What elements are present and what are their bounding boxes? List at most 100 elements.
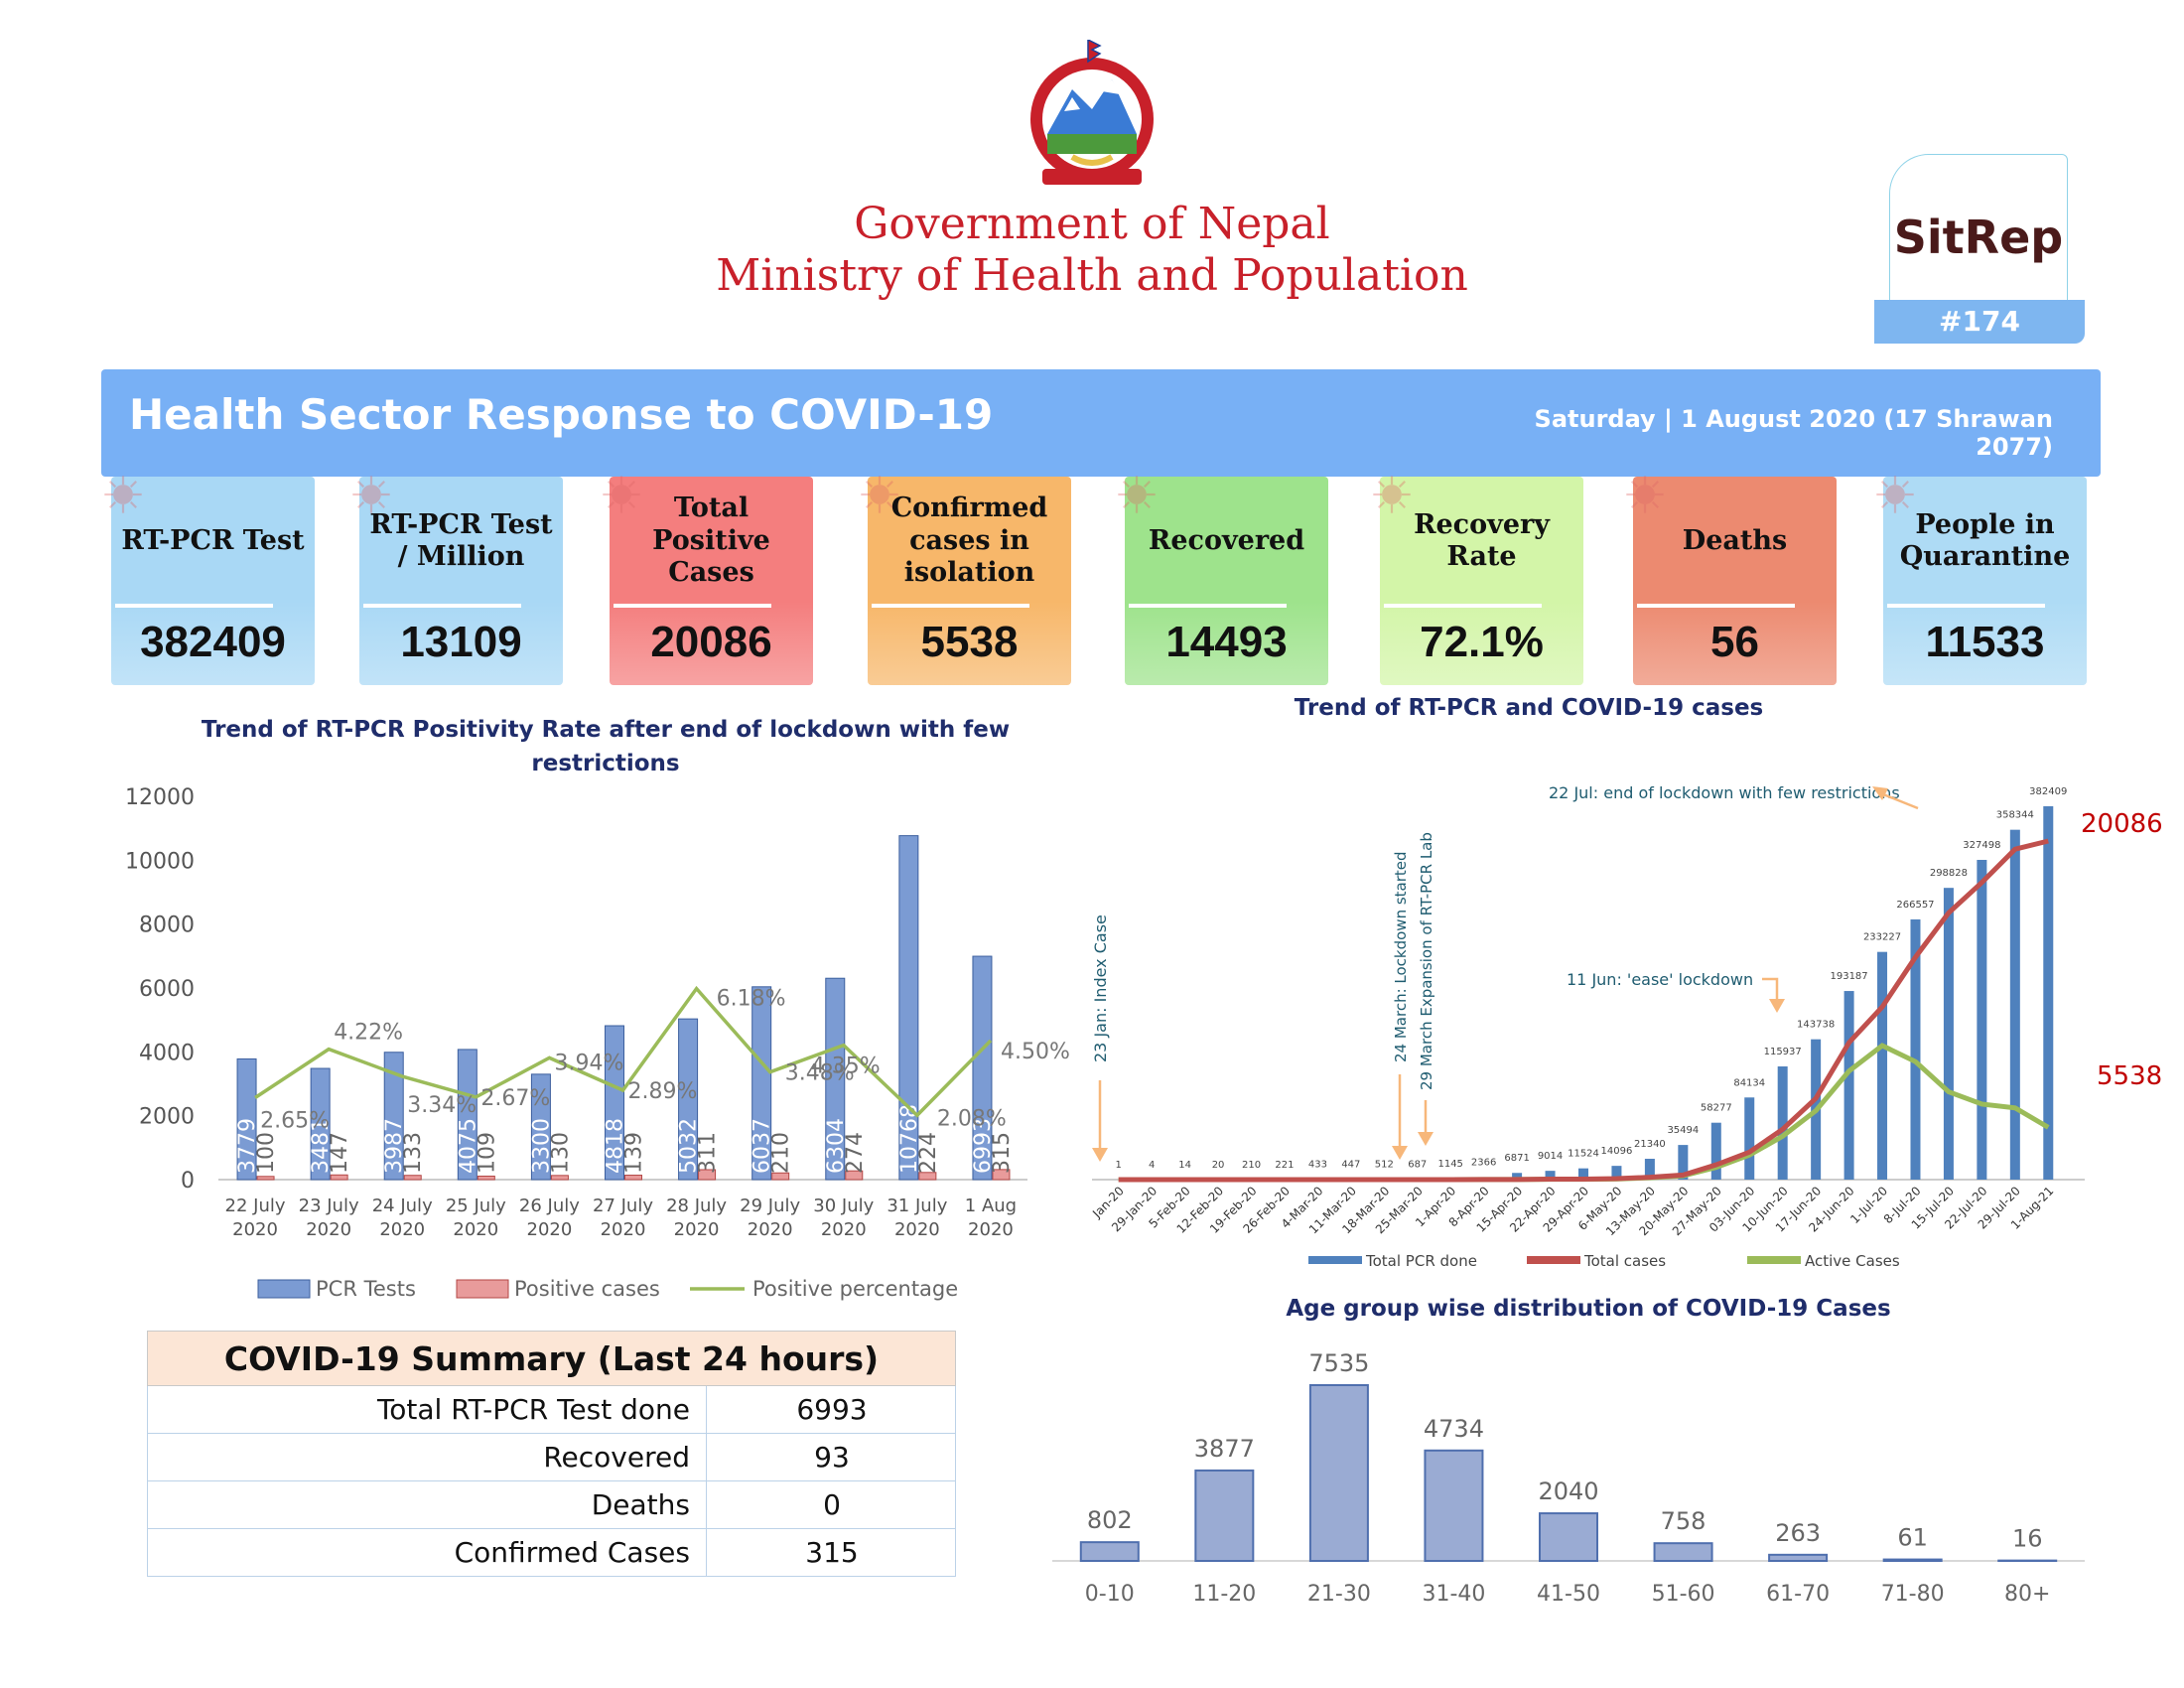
- stat-card: RT-PCR Test / Million 13109: [352, 476, 563, 685]
- stat-card: RT-PCR Test 382409: [104, 476, 315, 685]
- y-tick-label: 8000: [139, 914, 195, 938]
- pcr-data-label: 1: [1116, 1160, 1122, 1171]
- age-bar: [1194, 1469, 1255, 1563]
- positive-case-bar: [403, 1175, 422, 1181]
- summary-row: Recovered 93: [147, 1434, 956, 1481]
- x-tick-label: 28 July: [666, 1196, 727, 1216]
- positive-case-bar: [918, 1172, 937, 1181]
- pcr-test-data-label: 3481: [309, 1118, 334, 1174]
- summary-key: Deaths: [591, 1488, 690, 1521]
- annotation-arrowhead: [1092, 1148, 1108, 1162]
- annotation-end-lockdown: 22 Jul: end of lockdown with few restric…: [1549, 783, 1900, 802]
- x-tick-label: 2020: [968, 1219, 1014, 1240]
- stat-label: RT-PCR Test: [121, 524, 305, 556]
- stat-label: Deaths: [1682, 524, 1788, 556]
- positive-case-bar: [550, 1175, 569, 1181]
- divider: [1887, 604, 2045, 608]
- pcr-data-label: 358344: [1996, 810, 2034, 821]
- y-tick-label: 10000: [125, 849, 195, 874]
- percentage-data-label: 3.34%: [407, 1093, 477, 1118]
- pcr-test-bar: [898, 835, 919, 1181]
- age-bar: [1768, 1553, 1829, 1563]
- x-tick-label: 1 Aug: [965, 1196, 1017, 1216]
- total-cases-end-label: 20086: [2081, 809, 2163, 839]
- stat-label: Confirmed cases in isolation: [890, 492, 1048, 589]
- annotation-arrow: [1877, 790, 1919, 810]
- summary-value: 315: [706, 1529, 957, 1576]
- pcr-total-bar: [1644, 1159, 1655, 1180]
- pcr-total-bar: [1877, 951, 1888, 1180]
- virus-icon: [352, 476, 390, 513]
- x-tick-label: 31 July: [887, 1196, 947, 1216]
- x-tick-label: 31-40: [1422, 1582, 1485, 1607]
- pcr-total-bar: [1710, 1122, 1721, 1180]
- stat-label: RT-PCR Test / Million: [369, 508, 553, 572]
- pcr-total-bar: [1777, 1066, 1788, 1180]
- stat-label: People in Quarantine: [1899, 508, 2071, 572]
- x-tick-label: 11-20: [1192, 1582, 1256, 1607]
- stat-card: Total Positive Cases 20086: [603, 476, 813, 685]
- legend-swatch-pcr: [1308, 1256, 1362, 1264]
- stat-value: 13109: [400, 618, 522, 666]
- x-tick-label: 22 July: [225, 1196, 286, 1216]
- annotation-arrowhead: [1769, 999, 1785, 1013]
- annotation-lab-expansion: 29 March Expansion of RT-PCR Lab: [1418, 832, 1435, 1090]
- pcr-test-bar: [825, 977, 846, 1181]
- positive-case-data-label: 224: [916, 1132, 941, 1174]
- percentage-data-label: 4.22%: [334, 1021, 403, 1046]
- stat-value: 5538: [920, 618, 1019, 666]
- x-tick-label: 2020: [601, 1219, 646, 1240]
- legend-label-total: Total cases: [1583, 1252, 1666, 1270]
- pcr-data-label: 14096: [1601, 1146, 1633, 1157]
- x-tick-label: 2020: [306, 1219, 351, 1240]
- pcr-test-bar: [972, 955, 993, 1181]
- legend-swatch-total: [1527, 1256, 1580, 1264]
- pcr-total-bar: [2043, 806, 2054, 1180]
- positive-case-bar: [698, 1169, 717, 1181]
- stat-card: Confirmed cases in isolation 5538: [861, 476, 1071, 685]
- annotation-arrowhead: [1392, 1146, 1408, 1160]
- pcr-total-bar: [1744, 1097, 1755, 1180]
- annotation-lockdown: 24 March: Lockdown started: [1392, 851, 1410, 1062]
- pcr-test-data-label: 3300: [529, 1118, 554, 1174]
- legend-label-pcr: PCR Tests: [316, 1277, 416, 1301]
- pcr-test-bar: [310, 1067, 331, 1181]
- x-tick-label: 21-30: [1307, 1582, 1371, 1607]
- pcr-test-data-label: 3987: [382, 1118, 407, 1174]
- sitrep-title: SitRep: [1893, 211, 2064, 264]
- x-tick-label: 29 July: [740, 1196, 800, 1216]
- pcr-data-label: 115937: [1764, 1047, 1802, 1057]
- virus-icon: [1373, 476, 1411, 513]
- positive-case-data-label: 274: [843, 1132, 868, 1174]
- legend-label-positive: Positive cases: [514, 1277, 660, 1301]
- positive-case-data-label: 311: [696, 1132, 721, 1174]
- virus-icon: [1118, 476, 1156, 513]
- pcr-data-label: 1145: [1437, 1159, 1462, 1170]
- pcr-data-label: 11524: [1568, 1149, 1599, 1160]
- pcr-test-bar: [605, 1025, 624, 1181]
- active-cases-end-label: 5538: [2097, 1061, 2162, 1091]
- pcr-test-data-label: 6993: [971, 1118, 996, 1174]
- percentage-data-label: 4.35%: [811, 1055, 881, 1079]
- pcr-test-data-label: 3779: [235, 1118, 260, 1174]
- stat-card: Recovered 14493: [1118, 476, 1328, 685]
- pcr-total-bar: [1611, 1166, 1622, 1180]
- pcr-data-label: 447: [1341, 1160, 1360, 1171]
- pcr-data-label: 433: [1308, 1160, 1327, 1171]
- positive-case-bar: [992, 1169, 1011, 1181]
- summary-row: Deaths 0: [147, 1481, 956, 1529]
- age-data-label: 4734: [1424, 1415, 1484, 1443]
- age-bar: [1653, 1542, 1713, 1562]
- pcr-data-label: 14: [1178, 1160, 1191, 1171]
- percentage-data-label: 2.65%: [260, 1109, 330, 1134]
- stat-label: Recovered: [1148, 524, 1305, 556]
- pcr-total-bar: [1977, 859, 1987, 1180]
- y-tick-label: 6000: [139, 977, 195, 1002]
- summary-value: 6993: [706, 1386, 957, 1433]
- stat-label: Recovery Rate: [1414, 508, 1550, 572]
- annotation-arrowhead: [1872, 786, 1888, 800]
- ministry-title: Ministry of Health and Population: [716, 250, 1468, 301]
- percentage-data-label: 2.08%: [937, 1106, 1007, 1131]
- pcr-trend-chart: 1Jan-20429-Jan-20145-Feb-202012-Feb-2021…: [1089, 783, 2163, 1270]
- pcr-test-bar: [751, 986, 772, 1181]
